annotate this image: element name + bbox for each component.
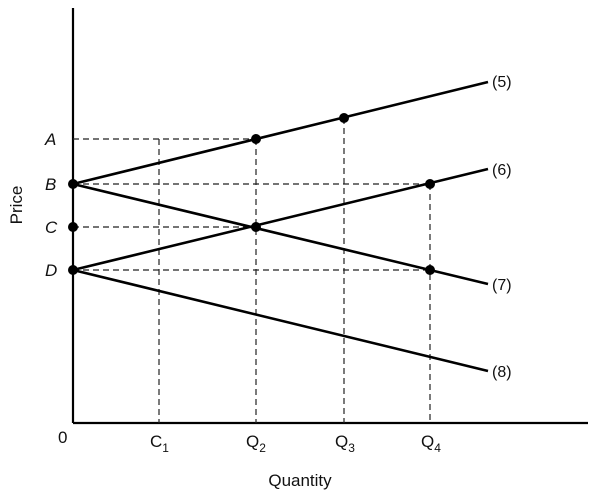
curve-8-line [72,268,489,373]
qty-label-3: Q3 [335,432,355,455]
curve-7-line [72,182,489,286]
point-d-q4 [425,265,435,275]
price-label-c: C [45,218,58,237]
curve-label-8: (8) [492,364,512,381]
price-label-a: A [44,130,56,149]
curve-label-7: (7) [492,277,512,294]
origin-label: 0 [58,428,67,447]
point-d [68,265,78,275]
curve-5-line [72,80,489,186]
curve-6-line [72,167,489,272]
point-intersection-c-q2 [251,222,261,232]
price-label-b: B [45,175,56,194]
x-axis-title: Quantity [268,471,332,490]
curve-label-5: (5) [492,74,512,91]
qty-label-1: C1 [150,432,169,455]
point-b-q4 [425,179,435,189]
qty-label-4: Q4 [421,432,441,455]
price-label-d: D [45,261,57,280]
y-axis-title: Price [7,186,26,225]
qty-label-2: Q2 [246,432,266,455]
point-c [68,222,78,232]
point-q3-curve-5 [339,113,349,123]
curve-label-6: (6) [492,162,512,179]
point-b [68,179,78,189]
point-a-q2 [251,134,261,144]
